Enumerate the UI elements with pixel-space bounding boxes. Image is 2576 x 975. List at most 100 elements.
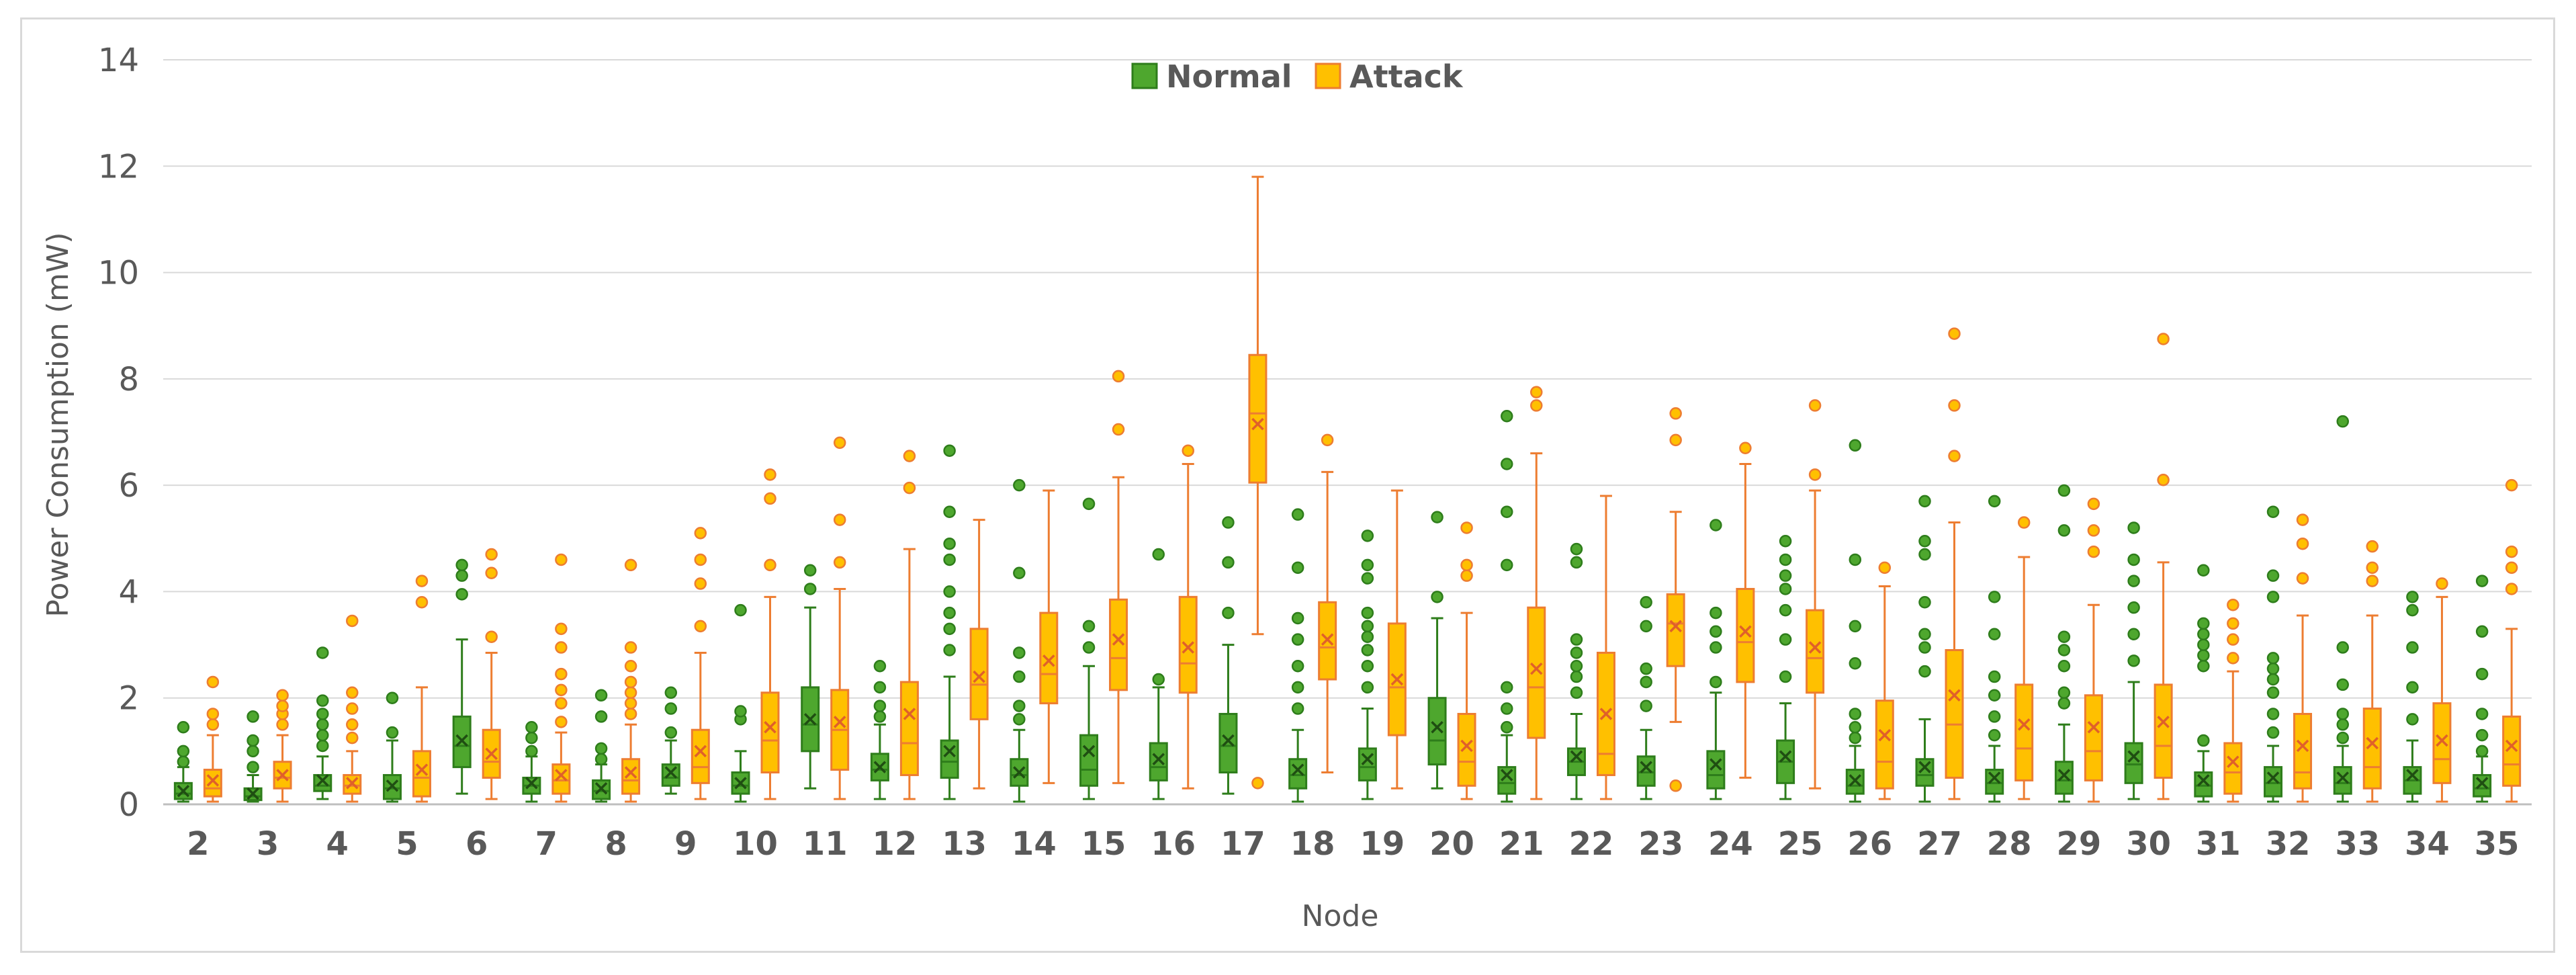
- outlier-point: [1709, 625, 1722, 638]
- outlier-point: [2057, 630, 2071, 643]
- mean-marker: [2505, 739, 2518, 753]
- outlier-point: [1291, 611, 1304, 625]
- box-body: [1706, 750, 1726, 790]
- outlier-point: [415, 575, 429, 587]
- box-body: [760, 691, 780, 774]
- outlier-point: [2336, 415, 2349, 428]
- outlier-point: [346, 614, 359, 628]
- x-tick-label: 31: [2196, 825, 2241, 863]
- box-body: [1039, 611, 1059, 705]
- outlier-point: [2197, 617, 2210, 630]
- outlier-point: [594, 753, 608, 765]
- outlier-point: [764, 468, 776, 481]
- outlier-point: [2157, 473, 2170, 486]
- outlier-point: [1849, 439, 1862, 452]
- outlier-point: [1570, 686, 1583, 700]
- gridlines: [163, 59, 2532, 806]
- x-tick-label: 10: [733, 825, 778, 863]
- box-normal-node-16: [1149, 548, 1168, 800]
- outlier-point: [1291, 659, 1304, 673]
- outlier-point: [276, 718, 289, 731]
- mean-marker: [1390, 673, 1404, 686]
- box-body: [969, 628, 989, 720]
- mean-marker: [664, 766, 678, 779]
- box-body: [2264, 766, 2283, 798]
- outlier-point: [1918, 596, 1931, 609]
- mean-marker: [803, 713, 817, 726]
- x-tick-label: 33: [2335, 825, 2380, 863]
- outlier-point: [1779, 534, 1792, 548]
- outlier-point: [2087, 545, 2100, 558]
- outlier-point: [555, 716, 568, 728]
- outlier-point: [1082, 641, 1096, 654]
- outlier-point: [943, 644, 956, 656]
- box-attack-node-31: [2223, 598, 2243, 803]
- outlier-point: [1640, 596, 1652, 609]
- outlier-point: [594, 689, 608, 702]
- outlier-point: [2336, 641, 2349, 654]
- outlier-point: [943, 622, 956, 636]
- box-body: [1945, 648, 1964, 779]
- outlier-point: [1291, 633, 1304, 646]
- mean-marker: [1431, 721, 1444, 734]
- box-attack-node-12: [899, 450, 919, 800]
- outlier-point: [1013, 646, 1026, 659]
- box-attack-node-21: [1527, 386, 1546, 800]
- mean-marker: [2406, 769, 2419, 781]
- outlier-point: [903, 450, 916, 462]
- outlier-point: [1709, 675, 1722, 689]
- box-attack-node-30: [2153, 333, 2173, 800]
- outlier-point: [803, 564, 817, 577]
- x-tick-label: 15: [1081, 825, 1126, 863]
- box-attack-node-22: [1596, 495, 1615, 800]
- outlier-point: [1779, 569, 1792, 582]
- outlier-point: [1988, 628, 2001, 640]
- box-body: [382, 773, 402, 800]
- outlier-point: [694, 553, 707, 566]
- x-tick-label: 14: [1012, 825, 1057, 863]
- box-attack-node-33: [2362, 540, 2382, 803]
- x-tick-label: 9: [674, 825, 697, 863]
- mean-marker: [2087, 721, 2100, 734]
- mean-marker: [973, 670, 985, 683]
- x-tick-label: 24: [1708, 825, 1753, 863]
- box-body: [2124, 742, 2143, 784]
- outlier-point: [1640, 662, 1652, 675]
- box-normal-node-21: [1497, 410, 1517, 803]
- y-tick-label: 14: [98, 42, 139, 79]
- outlier-point: [1460, 521, 1473, 534]
- outlier-point: [316, 646, 329, 659]
- mean-marker: [1640, 761, 1652, 773]
- outlier-point: [2087, 497, 2100, 511]
- outlier-point: [2475, 625, 2489, 638]
- outlier-point: [247, 761, 259, 773]
- outlier-point: [943, 537, 956, 550]
- outlier-point: [1878, 561, 1892, 575]
- box-body: [1497, 766, 1517, 795]
- outlier-point: [2197, 628, 2210, 640]
- box-body: [899, 681, 919, 776]
- mean-marker: [1501, 769, 1513, 781]
- outlier-point: [694, 620, 707, 633]
- outlier-point: [1361, 630, 1374, 643]
- x-tick-label: 26: [1847, 825, 1892, 863]
- outlier-point: [624, 659, 637, 673]
- x-tick-label: 5: [396, 825, 418, 863]
- outlier-point: [346, 686, 359, 700]
- outlier-point: [2127, 601, 2140, 614]
- outlier-point: [1361, 529, 1374, 542]
- y-axis-ticks: 0 2 4 6 8 10 12 14: [98, 42, 139, 824]
- box-body: [1636, 755, 1656, 787]
- x-tick-label: 7: [535, 825, 558, 863]
- outlier-point: [2127, 575, 2140, 587]
- x-tick-label: 11: [803, 825, 848, 863]
- box-normal-node-11: [801, 564, 820, 790]
- box-body: [1666, 593, 1685, 667]
- outlier-point: [1361, 659, 1374, 673]
- x-tick-label: 25: [1778, 825, 1823, 863]
- box-body: [1010, 758, 1029, 787]
- outlier-point: [1948, 399, 1961, 412]
- outlier-point: [1152, 548, 1165, 561]
- box-normal-node-33: [2333, 415, 2352, 803]
- outlier-point: [764, 558, 776, 572]
